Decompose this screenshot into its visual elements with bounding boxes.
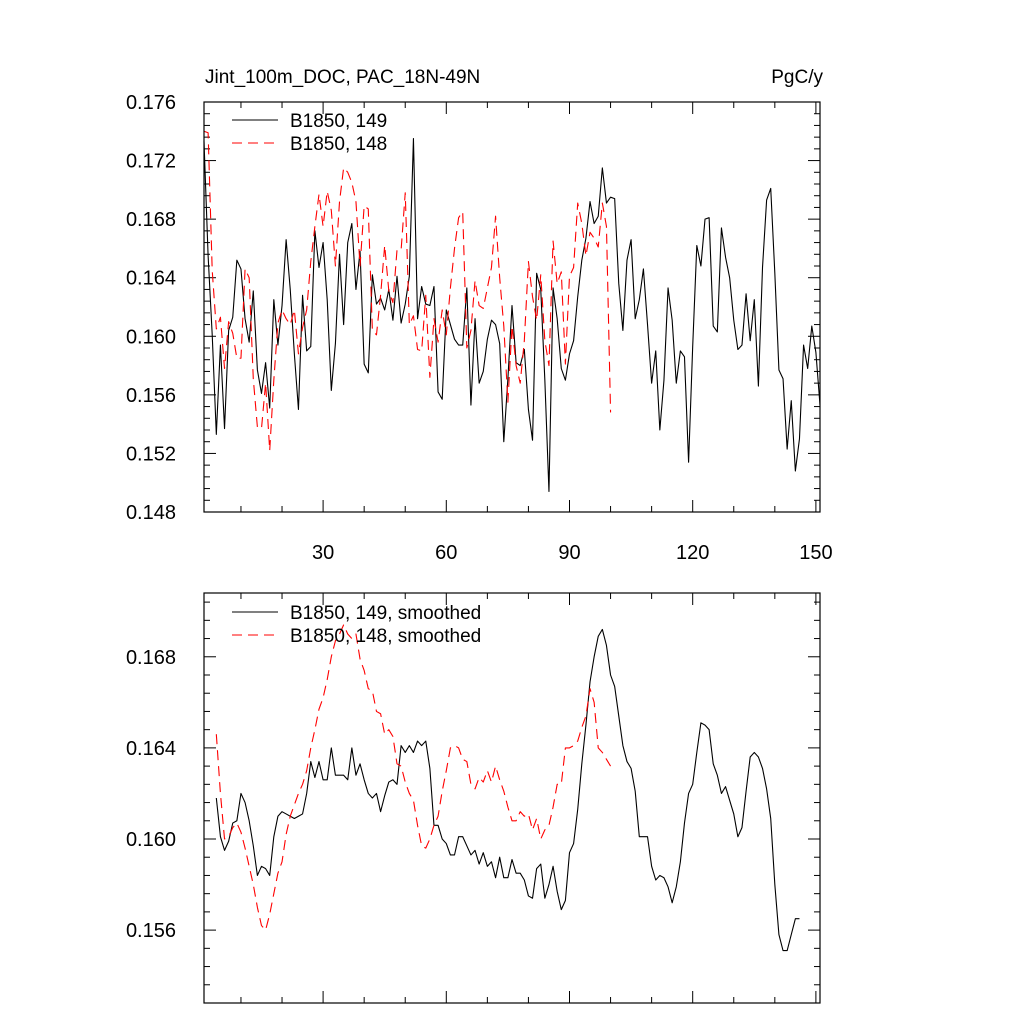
chart-title: Jint_100m_DOC, PAC_18N-49N [205, 67, 480, 88]
y-tick-label-raw: 0.156 [126, 385, 176, 407]
panel-raw-ticks: 30 60 90 120 150 0.148 0.152 0.156 0.160 0.164 0.1… [126, 92, 833, 564]
legend-label-148: B1850, 148 [290, 134, 387, 155]
panel-smoothed-series [215, 624, 800, 952]
y-tick-label-raw: 0.172 [126, 151, 176, 173]
y-tick-label-raw: 0.168 [126, 209, 176, 231]
y-tick-label-raw: 0.152 [126, 443, 176, 465]
series-line-raw-148 [203, 130, 612, 452]
panel-raw-legend: B1850, 149 B1850, 148 [232, 111, 387, 155]
series-line-smoothed-149 [215, 628, 800, 952]
y-tick-label-smoothed: 0.156 [126, 920, 176, 942]
y-tick-label-smoothed: 0.168 [126, 647, 176, 669]
panel-raw-frame [203, 101, 821, 513]
legend-label-149: B1850, 149 [290, 111, 387, 132]
panel-smoothed-frame [203, 592, 821, 1004]
panel-smoothed: 0.156 0.160 0.164 0.168 B1850, 149, smoothe… [126, 592, 821, 1004]
x-tick-label-30: 30 [312, 542, 334, 564]
units-label: PgC/y [771, 67, 823, 88]
legend-label-148-smoothed: B1850, 148, smoothed [290, 626, 481, 647]
y-tick-label-raw: 0.160 [126, 326, 176, 348]
x-tick-label-90: 90 [558, 542, 580, 564]
legend-label-149-smoothed: B1850, 149, smoothed [290, 603, 481, 624]
x-tick-label-120: 120 [676, 542, 709, 564]
x-tick-label-60: 60 [435, 542, 457, 564]
y-tick-label-raw: 0.164 [126, 268, 176, 290]
panel-smoothed-legend: B1850, 149, smoothed B1850, 148, smoothe… [232, 603, 481, 647]
y-tick-label-raw: 0.176 [126, 92, 176, 114]
x-tick-label-150: 150 [799, 542, 832, 564]
panel-smoothed-ticks: 0.156 0.160 0.164 0.168 [126, 593, 820, 1004]
y-tick-label-smoothed: 0.160 [126, 829, 176, 851]
panel-raw: 30 60 90 120 150 0.148 0.152 0.156 0.160 0.164 0.1… [126, 67, 833, 564]
series-line-raw-149 [203, 138, 821, 493]
panel-raw-series [203, 130, 821, 493]
y-tick-label-smoothed: 0.164 [126, 738, 176, 760]
y-tick-label-raw: 0.148 [126, 502, 176, 524]
series-line-smoothed-148 [215, 624, 612, 931]
